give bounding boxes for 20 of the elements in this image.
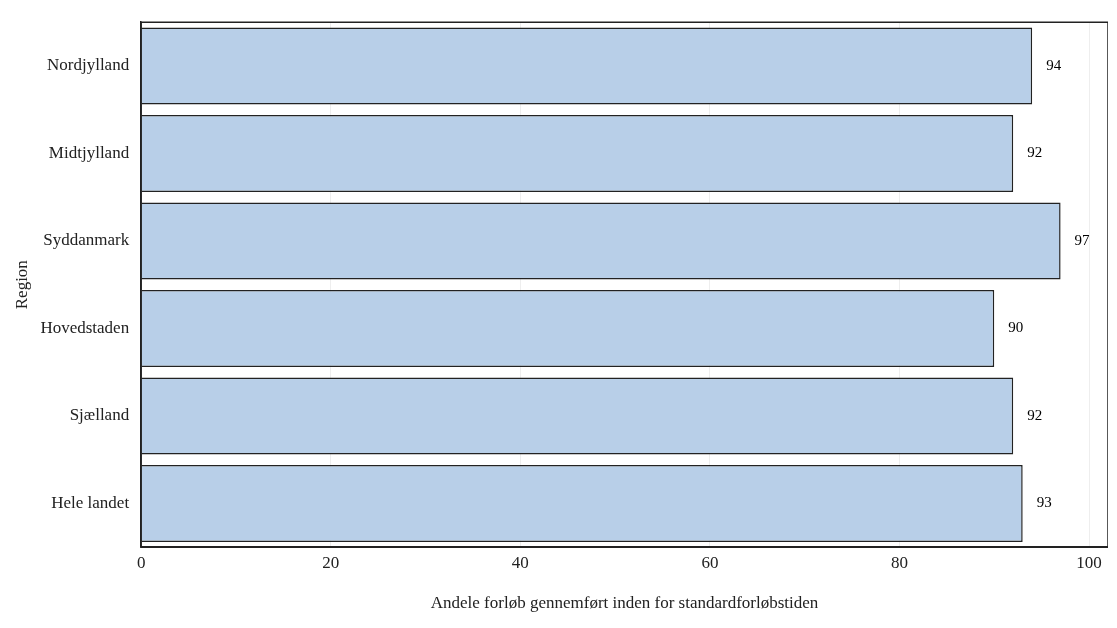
x-tick-label: 60 — [701, 552, 719, 572]
y-tick-label: Hele landet — [51, 492, 130, 512]
data-label: 97 — [1074, 231, 1091, 248]
y-axis-title: Region — [11, 259, 31, 310]
data-label: 94 — [1046, 56, 1062, 73]
data-label: 90 — [1008, 319, 1024, 336]
y-tick-label: Midtjylland — [48, 142, 130, 162]
y-tick-label: Syddanmark — [43, 230, 130, 250]
x-axis-title: Andele forløb gennemført inden for standardforløbstiden — [430, 593, 819, 613]
x-tick-label: 0 — [136, 552, 146, 572]
data-label: 92 — [1027, 144, 1043, 161]
data-label: 93 — [1036, 494, 1052, 511]
y-tick-label: Sjælland — [69, 405, 130, 425]
data-label: 92 — [1027, 406, 1043, 423]
y-tick-label: Nordjylland — [47, 55, 130, 75]
y-tick-label: Hovedstaden — [40, 317, 130, 337]
x-tick-label: 80 — [890, 552, 908, 572]
x-tick-label: 20 — [322, 552, 340, 572]
x-tick-label: 40 — [511, 552, 529, 572]
x-tick-label: 100 — [1076, 552, 1102, 572]
